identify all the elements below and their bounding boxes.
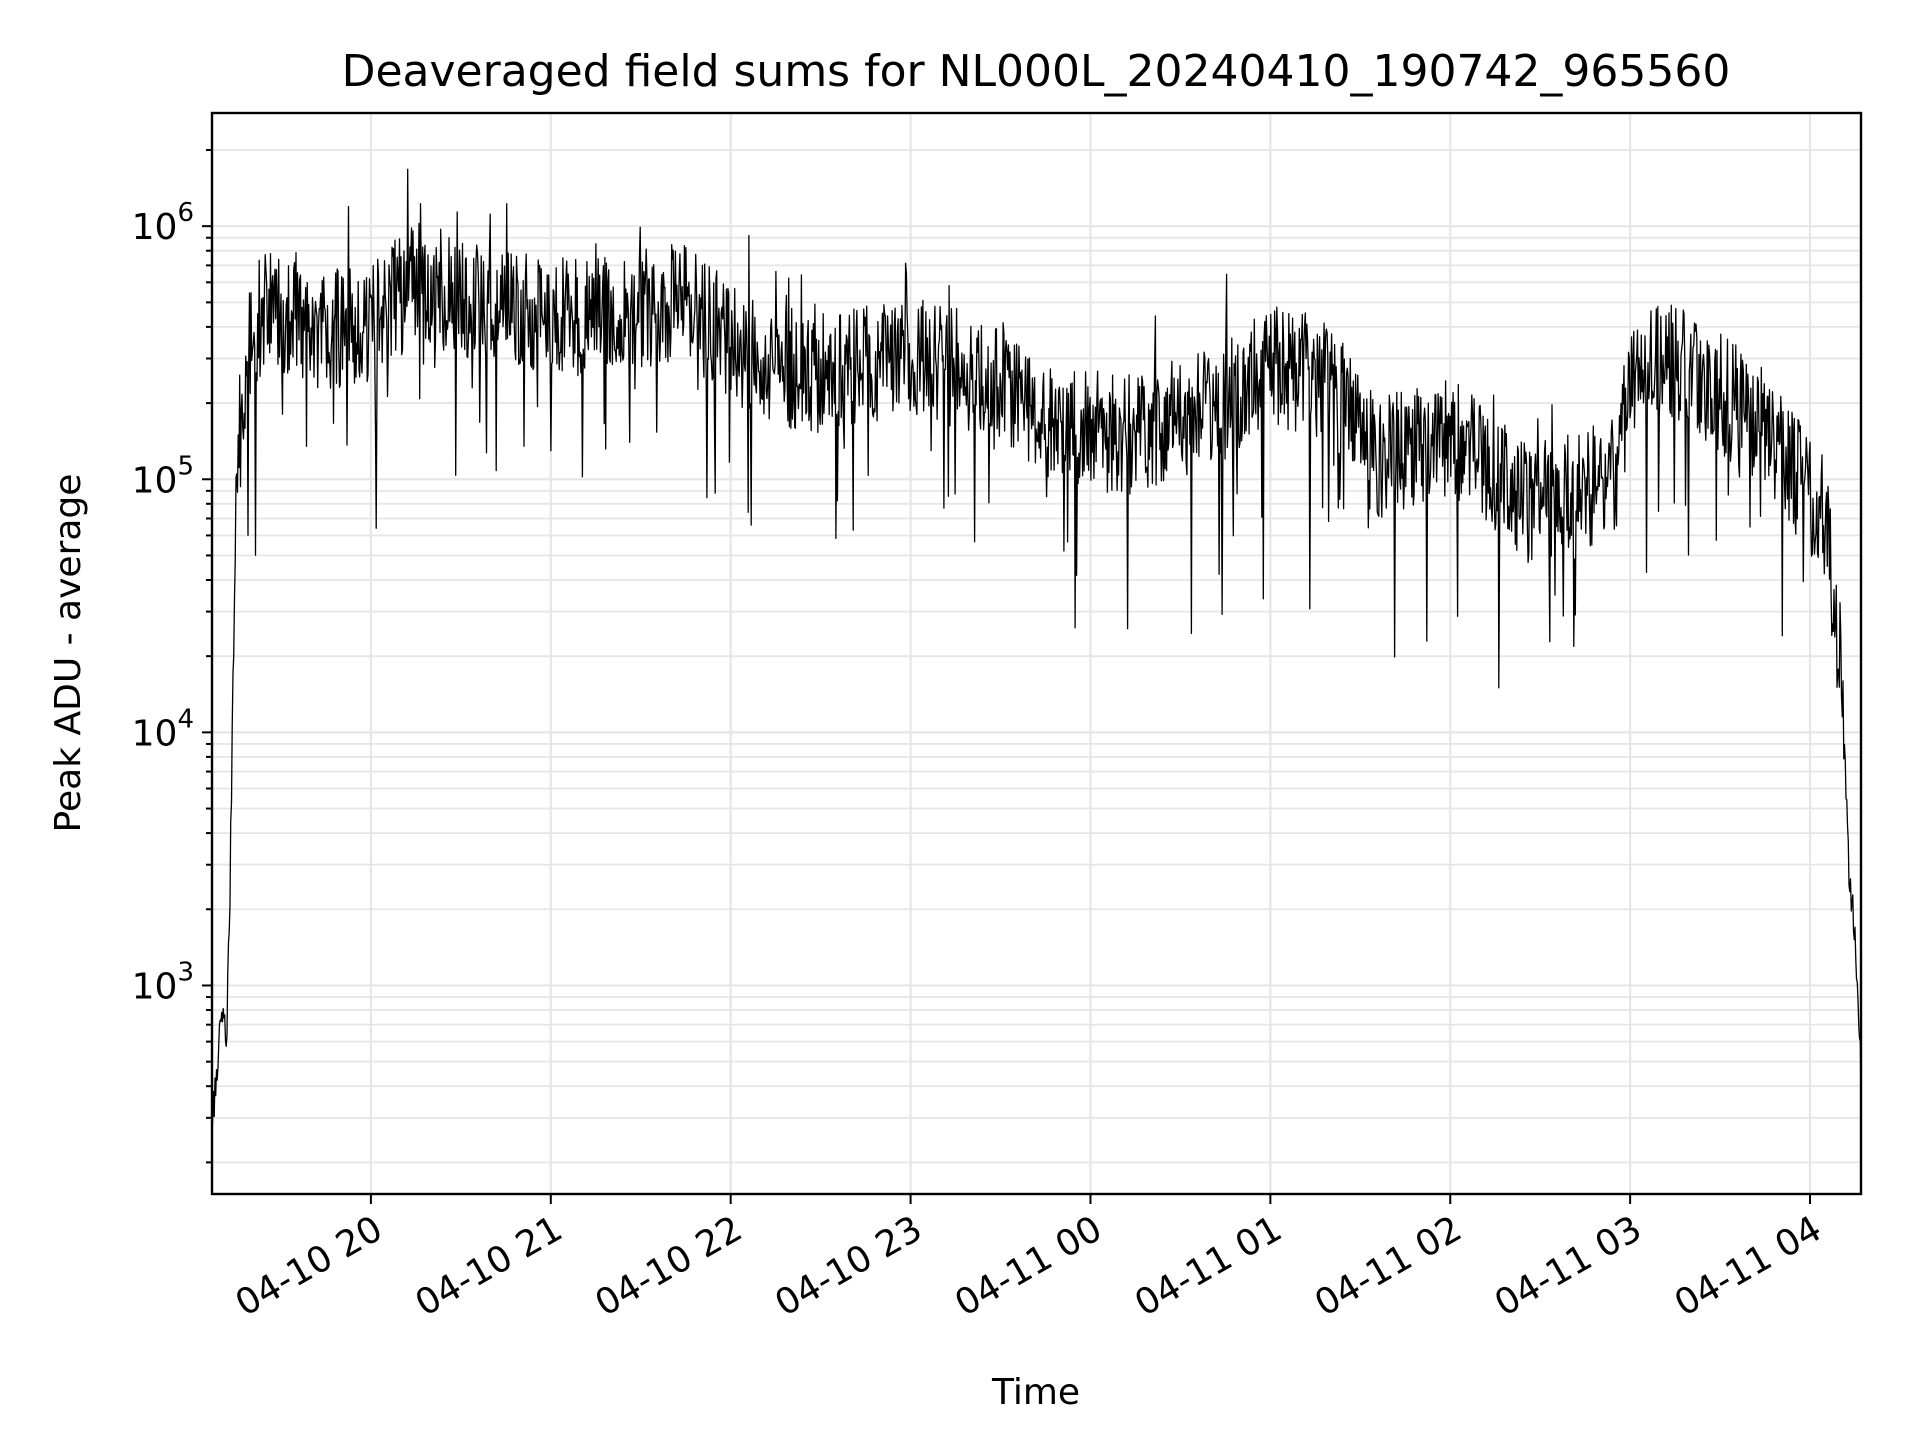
series-line xyxy=(211,168,1862,1140)
y-tick-label: 104 xyxy=(132,704,194,754)
plot-frame xyxy=(210,111,1863,1196)
y-axis: 103 104 105 106 xyxy=(132,148,212,1164)
y-axis-label: Peak ADU - average xyxy=(48,474,89,833)
y-tick-label: 105 xyxy=(132,451,194,501)
x-axis-label: Time xyxy=(991,1372,1080,1413)
grid xyxy=(212,113,1861,1194)
series xyxy=(211,168,1862,1140)
y-tick-label: 106 xyxy=(132,198,194,248)
y-tick-label: 103 xyxy=(132,957,194,1007)
chart-title: Deaveraged field sums for NL000L_2024041… xyxy=(342,46,1731,97)
